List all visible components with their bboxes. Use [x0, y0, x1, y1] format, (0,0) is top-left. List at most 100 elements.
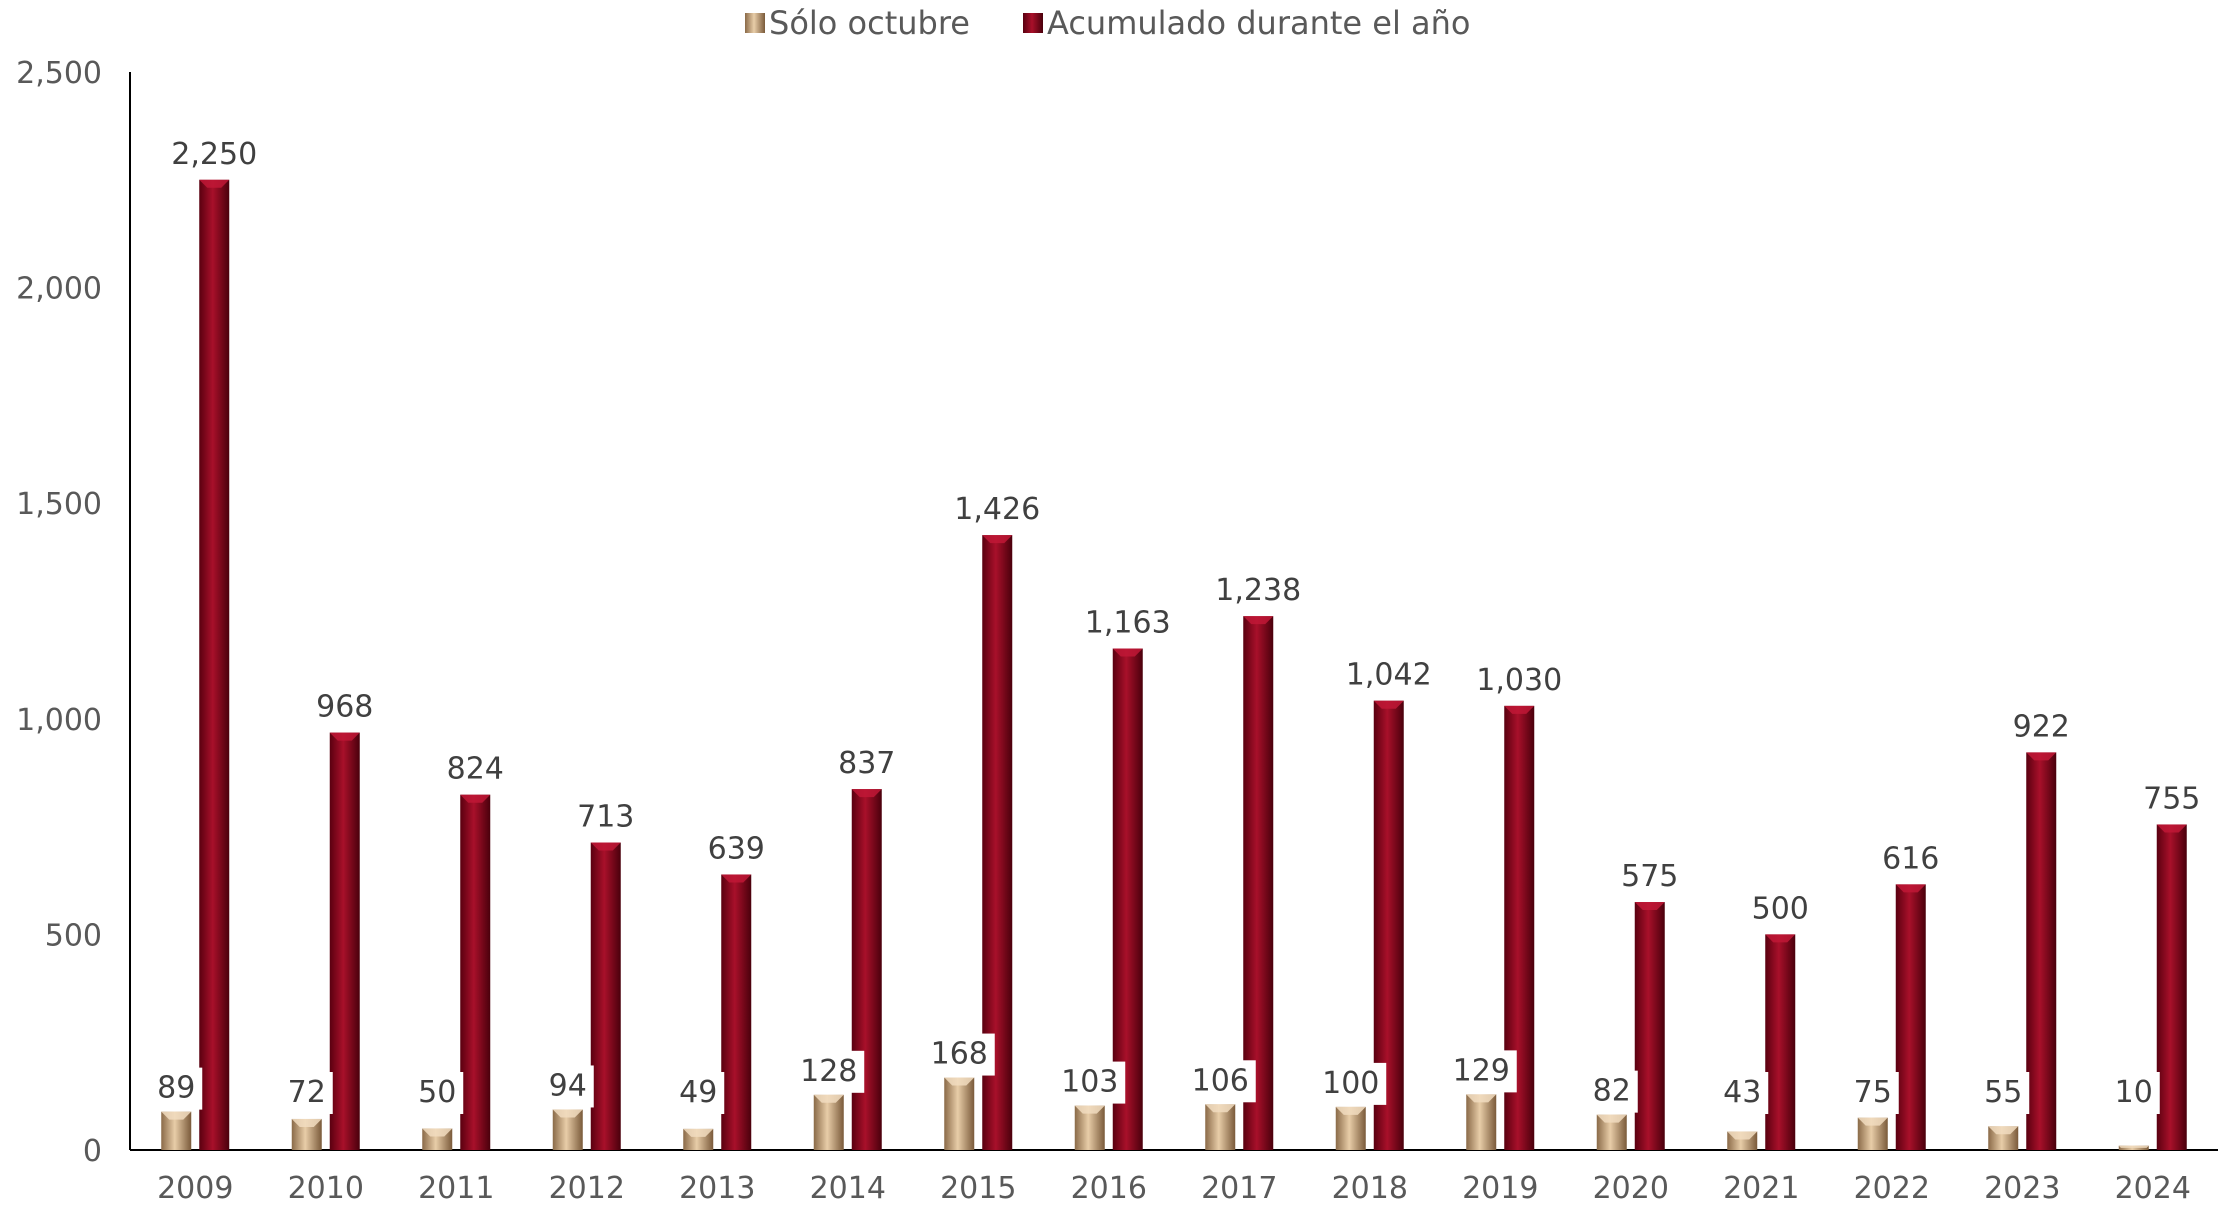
data-labels: 89 2,250 72 968 50 824 94 713 49 639 128 837 168 1,42… [150, 137, 2200, 1114]
data-label-bg [1585, 1070, 1638, 1113]
data-label-cumulative: 713 [577, 800, 634, 835]
x-tick-label: 2014 [810, 1171, 886, 1205]
data-label-cumulative: 755 [2143, 781, 2200, 816]
data-label-october: 75 [1854, 1075, 1892, 1110]
x-tick-label: 2009 [157, 1171, 233, 1205]
data-label-cumulative: 922 [2013, 709, 2070, 744]
bar-october [1335, 1106, 1366, 1150]
bar-bevel [1466, 1094, 1497, 1103]
data-label-october: 43 [1723, 1075, 1761, 1110]
data-label-october: 106 [1192, 1063, 1249, 1098]
bar-bevel [1112, 648, 1143, 657]
bar-bevel [1373, 700, 1404, 709]
bar-october [1074, 1105, 1105, 1150]
bar-bevel [291, 1118, 322, 1127]
data-label-bg [1315, 1062, 1387, 1105]
bar-bevel [422, 1128, 453, 1137]
x-tick-label: 2016 [1071, 1171, 1147, 1205]
data-label-october: 128 [800, 1054, 857, 1089]
bar-body [460, 794, 491, 1150]
bar-cumulative [199, 179, 230, 1151]
data-label-cumulative: 575 [1621, 859, 1678, 894]
data-label-october: 72 [288, 1075, 326, 1110]
legend: Sólo octubre Acumulado durante el año [745, 4, 1470, 42]
data-label-bg [150, 1067, 203, 1110]
bar-october [161, 1111, 192, 1150]
bar-cumulative [2026, 752, 2057, 1150]
legend-item-october: Sólo octubre [745, 4, 970, 42]
bar-bevel [982, 535, 1013, 544]
bar-body [2156, 824, 2187, 1150]
bar-bevel [1895, 884, 1926, 893]
x-tick-label: 2020 [1593, 1171, 1669, 1205]
data-label-bg [1054, 1061, 1126, 1104]
bar-bevel [590, 842, 621, 851]
bar-october [1857, 1117, 1888, 1150]
bar-cumulative [1895, 884, 1926, 1150]
bar-bevel [1765, 934, 1796, 943]
data-label-october: 100 [1322, 1066, 1379, 1101]
bar-october [291, 1118, 322, 1150]
data-label-october: 55 [1984, 1075, 2022, 1110]
data-label-cumulative: 824 [447, 752, 504, 787]
data-label-october: 82 [1593, 1074, 1631, 1109]
bar-october [2118, 1145, 2149, 1150]
bar-body [851, 789, 882, 1150]
x-tick-label: 2021 [1723, 1171, 1799, 1205]
data-label-cumulative: 1,042 [1346, 658, 1432, 693]
x-tick-label: 2010 [288, 1171, 364, 1205]
bar-october [422, 1128, 453, 1150]
data-label-cumulative: 616 [1882, 841, 1939, 876]
axes: 0 500 1,000 1,500 2,000 2,500 2009 2010 2011 2012… [16, 56, 2218, 1205]
data-label-cumulative: 1,163 [1085, 606, 1171, 641]
bar-body [2026, 752, 2057, 1150]
bar-bevel [2118, 1145, 2149, 1148]
bar-bevel [1634, 902, 1665, 911]
x-tick-label: 2011 [418, 1171, 494, 1205]
bar-october [1205, 1104, 1236, 1150]
bar-october [1466, 1094, 1497, 1150]
data-label-cumulative: 837 [838, 746, 895, 781]
bar-cumulative [460, 794, 491, 1150]
data-label-bg [1716, 1072, 1769, 1114]
data-label-bg [672, 1072, 725, 1114]
x-tick-label: 2013 [679, 1171, 755, 1205]
y-tick-label: 2,000 [16, 272, 102, 307]
data-label-bg [1184, 1060, 1256, 1103]
bar-bevel [161, 1111, 192, 1120]
x-tick-label: 2018 [1332, 1171, 1408, 1205]
y-tick-label: 2,500 [16, 56, 102, 91]
bar-body [813, 1094, 844, 1150]
bar-october [1727, 1131, 1758, 1150]
data-label-bg [1445, 1050, 1517, 1093]
bar-october [683, 1128, 714, 1150]
data-label-october: 50 [418, 1075, 456, 1110]
bar-bevel [1074, 1105, 1105, 1114]
legend-swatch [1023, 13, 1043, 33]
bar-body [1634, 902, 1665, 1150]
bar-bevel [851, 789, 882, 798]
data-label-cumulative: 1,238 [1215, 573, 1301, 608]
data-label-cumulative: 1,030 [1476, 663, 1562, 698]
bar-october [552, 1109, 583, 1150]
data-label-bg [793, 1050, 865, 1093]
bar-body [329, 732, 360, 1150]
bar-cumulative [851, 789, 882, 1150]
bar-cumulative [1634, 902, 1665, 1150]
bar-bevel [2156, 824, 2187, 833]
bar-body [721, 874, 752, 1150]
bar-body [1466, 1094, 1497, 1150]
bar-october [944, 1077, 975, 1150]
bar-body [590, 842, 621, 1150]
y-tick-label: 1,000 [16, 703, 102, 738]
bar-bevel [199, 179, 230, 188]
bar-bevel [1596, 1114, 1627, 1123]
bar-bevel [2026, 752, 2057, 761]
data-label-october: 168 [931, 1037, 988, 1072]
x-tick-label: 2015 [940, 1171, 1016, 1205]
x-tick-label: 2017 [1201, 1171, 1277, 1205]
x-tick-label: 2012 [549, 1171, 625, 1205]
bar-cumulative [1765, 934, 1796, 1150]
bar-cumulative [329, 732, 360, 1150]
